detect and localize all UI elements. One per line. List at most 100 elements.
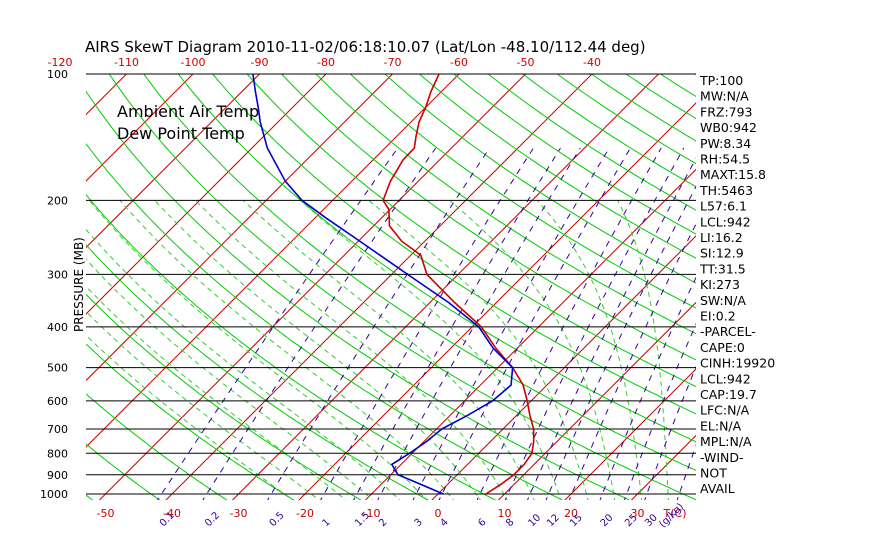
isotherm-line [86, 74, 327, 315]
mixing-ratio-line [267, 147, 491, 500]
bottom-temp-label: 30 [631, 507, 645, 520]
dry-adiabat-line [659, 74, 696, 98]
mixing-ratio-label: 8 [504, 517, 516, 529]
dry-adiabat-line [315, 74, 696, 335]
mixing-ratio-label: 1 [320, 517, 332, 529]
dry-adiabat-line [108, 74, 696, 500]
mixing-ratio-line [438, 147, 631, 500]
dry-adiabat-line [86, 243, 429, 500]
stability-index-label: SW:N/A [700, 293, 746, 308]
bottom-temp-label: -30 [230, 507, 248, 520]
moist-adiabat-line [154, 200, 481, 500]
pressure-tick-label: 300 [47, 268, 68, 281]
legend-ambient-air-temp: Ambient Air Temp [117, 102, 259, 121]
stability-index-label: -PARCEL- [700, 324, 756, 339]
isotherm-line [86, 74, 460, 448]
moist-adiabat-line [536, 200, 643, 500]
dry-adiabat-line [349, 74, 696, 309]
dry-adiabat-line [246, 74, 696, 388]
isotherm-line [86, 74, 261, 249]
pressure-tick-labels: 100 200 300 400 500 600 700 800 900 1000 [40, 68, 68, 501]
stability-index-label: MPL:N/A [700, 434, 752, 449]
top-temp-label: -40 [583, 56, 601, 69]
mixing-ratio-label: 0.2 [203, 510, 222, 529]
mixing-ratio-label: 6 [476, 517, 488, 529]
bottom-temp-label: -40 [163, 507, 181, 520]
stability-index-label: TH:5463 [699, 183, 753, 198]
bottom-temp-label: -10 [363, 507, 381, 520]
dry-adiabat-line [418, 74, 696, 259]
stability-indices: TP:100MW:N/AFRZ:793WB0:942PW:8.34RH:54.5… [699, 73, 775, 496]
moist-adiabat-line [86, 228, 401, 500]
bottom-temp-label: 20 [564, 507, 578, 520]
bottom-temperature-labels: -50 -40 -30 -20 -10 0 10 20 30 T(C) [97, 507, 687, 520]
chart-title: AIRS SkewT Diagram 2010-11-02/06:18:10.0… [85, 38, 646, 56]
stability-index-label: EI:0.2 [700, 309, 736, 324]
stability-index-label: CAP:19.7 [700, 387, 757, 402]
dewpoint-profile [252, 74, 514, 495]
pressure-tick-label: 800 [47, 447, 68, 460]
legend-dew-point-temp: Dew Point Temp [117, 124, 245, 143]
pressure-tick-label: 200 [47, 194, 68, 207]
dry-adiabat-line [86, 343, 295, 500]
moist-adiabat-line [617, 200, 669, 500]
stability-index-label: L57:6.1 [700, 199, 747, 214]
top-temp-label: -110 [114, 56, 139, 69]
top-temperature-labels: -120 -110 -100 -90 -80 -70 -60 -50 -40 [48, 56, 601, 69]
dry-adiabat-line [86, 393, 228, 500]
top-temp-label: -90 [251, 56, 269, 69]
moist-adiabat-line [119, 200, 455, 500]
isotherm-line [431, 235, 696, 500]
pressure-tick-label: 600 [47, 395, 68, 408]
isotherm-line [759, 68, 870, 506]
dry-adiabat-line [86, 293, 362, 500]
dry-adiabat-line [86, 443, 161, 500]
mixing-ratio-label: 10 [526, 512, 543, 529]
dry-adiabat-line [280, 74, 696, 361]
pressure-tick-label: 900 [47, 469, 68, 482]
stability-index-label: SI:12.9 [700, 246, 744, 261]
pressure-tick-label: 400 [47, 321, 68, 334]
top-temp-label: -100 [181, 56, 206, 69]
moist-adiabat-line [86, 285, 347, 500]
stability-index-label: TT:31.5 [699, 261, 746, 276]
mixing-ratio-label: 0.5 [268, 510, 287, 529]
stability-index-label: FRZ:793 [700, 104, 753, 119]
mixing-ratio-line [156, 147, 399, 500]
bottom-temp-label: -20 [296, 507, 314, 520]
stability-index-label: EL:N/A [700, 418, 742, 433]
stability-index-label: MW:N/A [700, 89, 749, 104]
pressure-tick-label: 500 [47, 362, 68, 375]
mixing-ratio-label: 30 [643, 512, 660, 529]
moist-adiabat-line [242, 200, 535, 500]
dry-adiabat-line [86, 90, 631, 500]
isotherm-line [364, 168, 696, 500]
stability-index-label: WB0:942 [700, 120, 757, 135]
isotherm-line [98, 74, 527, 500]
isotherm-line [86, 74, 394, 382]
isotherm-line [86, 74, 194, 182]
pressure-tick-label: 700 [47, 423, 68, 436]
stability-index-label: KI:273 [700, 277, 740, 292]
stability-index-label: LFC:N/A [700, 403, 750, 418]
isobars [86, 73, 696, 495]
bottom-temp-unit: T(C) [663, 507, 687, 520]
isotherm-line [825, 68, 870, 506]
stability-index-label: TP:100 [699, 73, 743, 88]
top-temp-label: -120 [48, 56, 73, 69]
bottom-temp-label: 10 [498, 507, 512, 520]
mixing-ratio-label: 20 [599, 512, 616, 529]
stability-index-label: LCL:942 [700, 371, 751, 386]
mixing-ratio-line [526, 157, 696, 500]
top-temp-label: -60 [450, 56, 468, 69]
stability-index-label: PW:8.34 [700, 136, 751, 151]
mixing-ratio-line [202, 147, 437, 500]
profiles [252, 74, 535, 495]
dry-adiabat-line [86, 193, 497, 500]
moist-adiabat-line [88, 200, 428, 500]
stability-index-label: AVAIL [700, 481, 735, 496]
mixing-ratio-line [476, 147, 662, 500]
stability-index-label: CAPE:0 [700, 340, 745, 355]
stability-index-label: CINH:19920 [700, 356, 775, 371]
